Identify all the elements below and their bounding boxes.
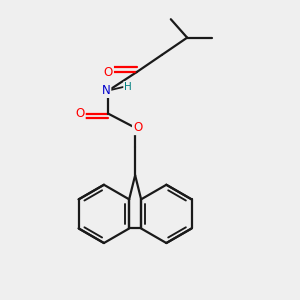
Text: O: O bbox=[133, 121, 142, 134]
Text: H: H bbox=[124, 82, 132, 92]
Text: O: O bbox=[76, 107, 85, 120]
Text: N: N bbox=[102, 84, 110, 97]
Text: O: O bbox=[104, 66, 113, 79]
